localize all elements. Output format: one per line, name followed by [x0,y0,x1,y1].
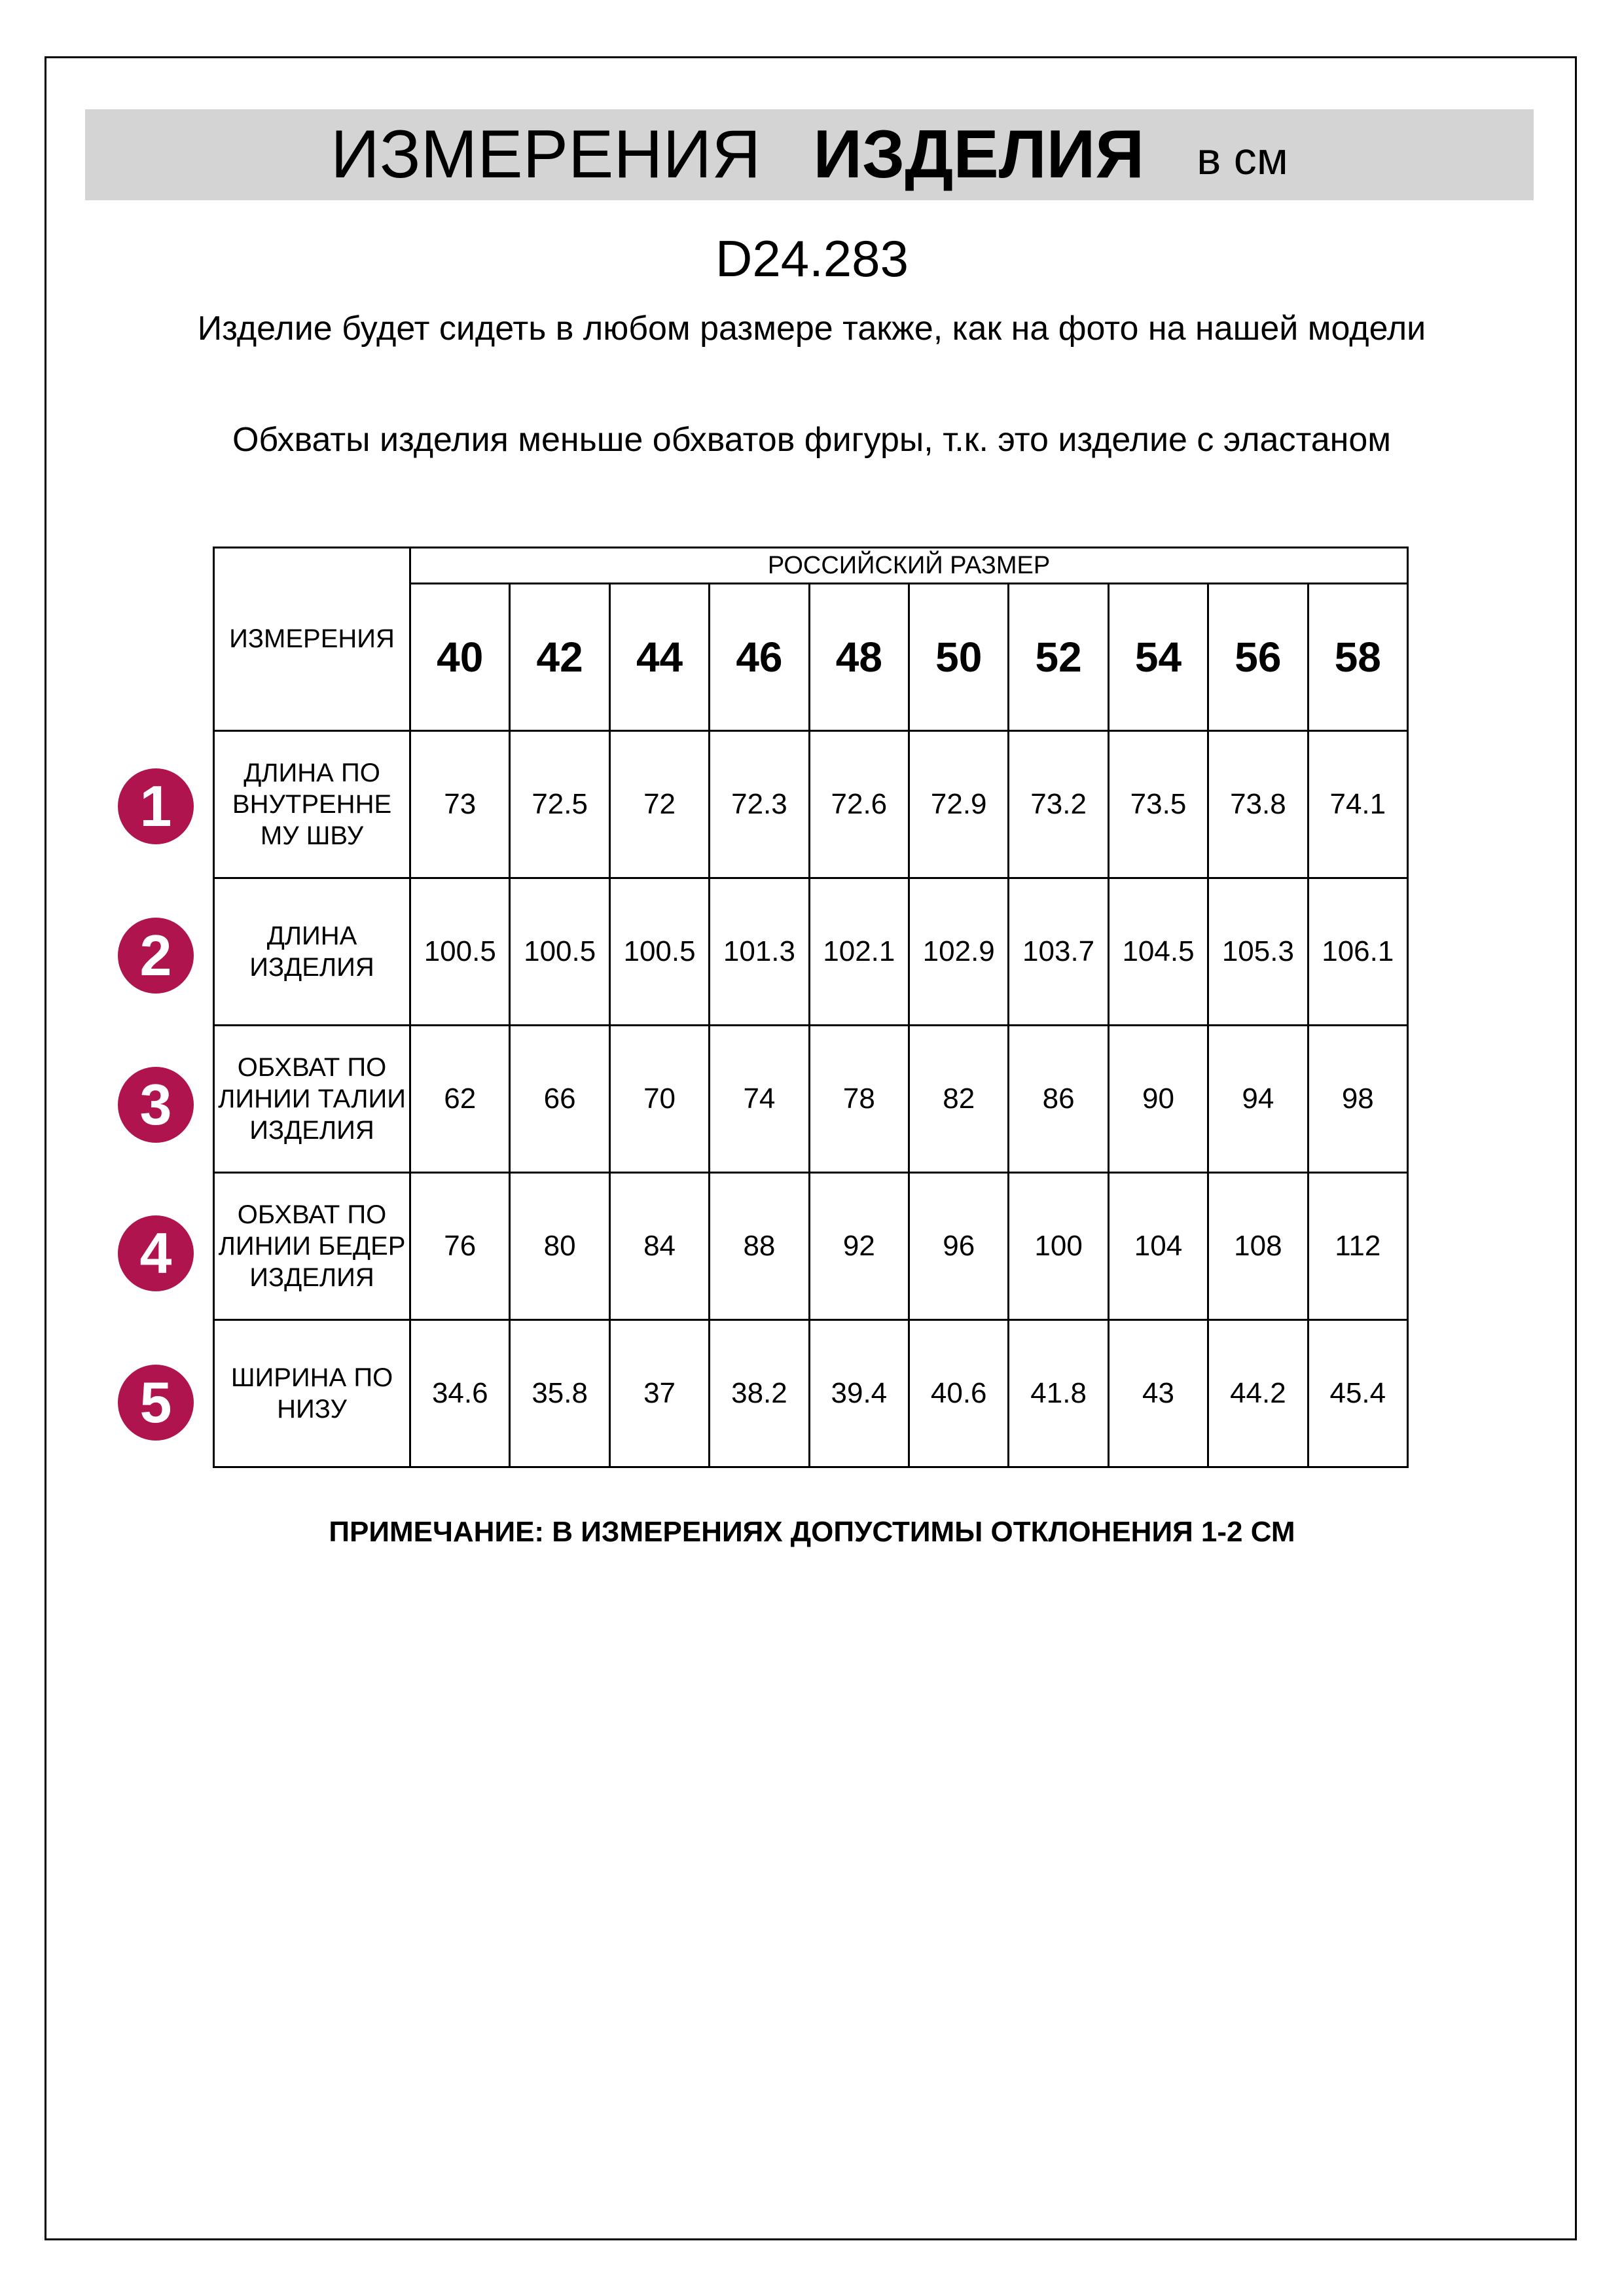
measurement-value: 72.3 [708,730,810,879]
measurement-value: 100.5 [509,877,611,1026]
title-regular: ИЗМЕРЕНИЯ [331,117,761,192]
measurement-label: ДЛИНА ПО ВНУТРЕННЕ МУ ШВУ [212,730,412,879]
size-header: 54 [1107,583,1210,732]
measurement-value: 88 [708,1172,810,1321]
row-number-badge: 5 [118,1365,194,1441]
measurement-value: 45.4 [1307,1319,1409,1468]
measurement-value: 105.3 [1207,877,1309,1026]
table-row: ОБХВАТ ПО ЛИНИИ БЕДЕР ИЗДЕЛИЯ 76 80 84 88 92 9… [212,1172,1409,1321]
measurement-value: 74 [708,1024,810,1174]
measurement-value: 73.8 [1207,730,1309,879]
measurement-value: 94 [1207,1024,1309,1174]
fit-note: Изделие будет сидеть в любом размере так… [197,310,1426,348]
size-header: 44 [608,583,711,732]
table-row: ДЛИНА ПО ВНУТРЕННЕ МУ ШВУ 73 72.5 72 72.3 72.… [212,730,1409,879]
page-frame [45,56,1577,2240]
size-header: 58 [1307,583,1409,732]
measurement-label: ОБХВАТ ПО ЛИНИИ БЕДЕР ИЗДЕЛИЯ [212,1172,412,1321]
table-row: ШИРИНА ПО НИЗУ 34.6 35.8 37 38.2 39.4 40.6 41.8… [212,1319,1409,1468]
measurement-value: 74.1 [1307,730,1409,879]
size-header: 42 [509,583,611,732]
measurement-value: 76 [409,1172,511,1321]
measurement-value: 73 [409,730,511,879]
measurement-value: 84 [608,1172,711,1321]
measurement-value: 92 [808,1172,911,1321]
measurement-value: 100.5 [409,877,511,1026]
size-header: 52 [1007,583,1110,732]
measurement-value: 73.2 [1007,730,1110,879]
row-number-badge: 2 [118,918,194,994]
title-banner: ИЗМЕРЕНИЯ ИЗДЕЛИЯ в см [85,109,1534,200]
measurement-value: 41.8 [1007,1319,1110,1468]
measurement-value: 44.2 [1207,1319,1309,1468]
measurement-value: 43 [1107,1319,1210,1468]
measurement-value: 73.5 [1107,730,1210,879]
measurement-value: 90 [1107,1024,1210,1174]
measurement-value: 104 [1107,1172,1210,1321]
size-header: 50 [908,583,1010,732]
elastane-note: Обхваты изделия меньше обхватов фигуры, … [232,421,1392,459]
measurement-value: 39.4 [808,1319,911,1468]
measurement-value: 102.9 [908,877,1010,1026]
measurement-value: 98 [1307,1024,1409,1174]
measurement-value: 37 [608,1319,711,1468]
measurement-label: ДЛИНА ИЗДЕЛИЯ [212,877,412,1026]
measurement-value: 72.5 [509,730,611,879]
measurement-value: 72.9 [908,730,1010,879]
table-row: ДЛИНА ИЗДЕЛИЯ 100.5 100.5 100.5 101.3 102.1 10… [212,877,1409,1026]
measurement-value: 104.5 [1107,877,1210,1026]
measurement-value: 96 [908,1172,1010,1321]
measurement-value: 101.3 [708,877,810,1026]
measurement-label: ШИРИНА ПО НИЗУ [212,1319,412,1468]
measurement-value: 112 [1307,1172,1409,1321]
size-group-label: РОССИЙСКИЙ РАЗМЕР [409,547,1409,584]
measurement-label: ОБХВАТ ПО ЛИНИИ ТАЛИИ ИЗДЕЛИЯ [212,1024,412,1174]
product-code: D24.283 [715,230,909,287]
measurement-value: 70 [608,1024,711,1174]
tolerance-note: ПРИМЕЧАНИЕ: В ИЗМЕРЕНИЯХ ДОПУСТИМЫ ОТКЛО… [329,1516,1295,1548]
measurement-value: 82 [908,1024,1010,1174]
measurement-value: 66 [509,1024,611,1174]
measurement-value: 102.1 [808,877,911,1026]
measurement-value: 100 [1007,1172,1110,1321]
row-number-badge: 1 [118,768,194,844]
table-row: ОБХВАТ ПО ЛИНИИ ТАЛИИ ИЗДЕЛИЯ 62 66 70 74 78 8… [212,1024,1409,1174]
measurement-value: 72 [608,730,711,879]
size-header: 46 [708,583,810,732]
measurement-value: 80 [509,1172,611,1321]
measurement-value: 78 [808,1024,911,1174]
row-number-badge: 3 [118,1067,194,1143]
size-header: 40 [409,583,511,732]
row-number-badge: 4 [118,1215,194,1291]
measurement-value: 34.6 [409,1319,511,1468]
measurement-value: 106.1 [1307,877,1409,1026]
page-title: ИЗМЕРЕНИЯ ИЗДЕЛИЯ в см [85,109,1534,200]
measurement-value: 72.6 [808,730,911,879]
size-header: 48 [808,583,911,732]
measurement-value: 100.5 [608,877,711,1026]
measurement-value: 108 [1207,1172,1309,1321]
measurement-value: 40.6 [908,1319,1010,1468]
measurement-value: 86 [1007,1024,1110,1174]
measurement-value: 35.8 [509,1319,611,1468]
title-unit: в см [1197,132,1288,184]
measurement-value: 62 [409,1024,511,1174]
size-header-row: 40 42 44 46 48 50 52 54 56 58 [214,583,1409,732]
size-header: 56 [1207,583,1309,732]
measurement-value: 103.7 [1007,877,1110,1026]
corner-label: ИЗМЕРЕНИЯ [212,547,412,732]
title-bold: ИЗДЕЛИЯ [813,117,1145,192]
size-table: ИЗМЕРЕНИЯ РОССИЙСКИЙ РАЗМЕР 40 42 44 46 48 50… [212,547,1409,1468]
measurement-value: 38.2 [708,1319,810,1468]
